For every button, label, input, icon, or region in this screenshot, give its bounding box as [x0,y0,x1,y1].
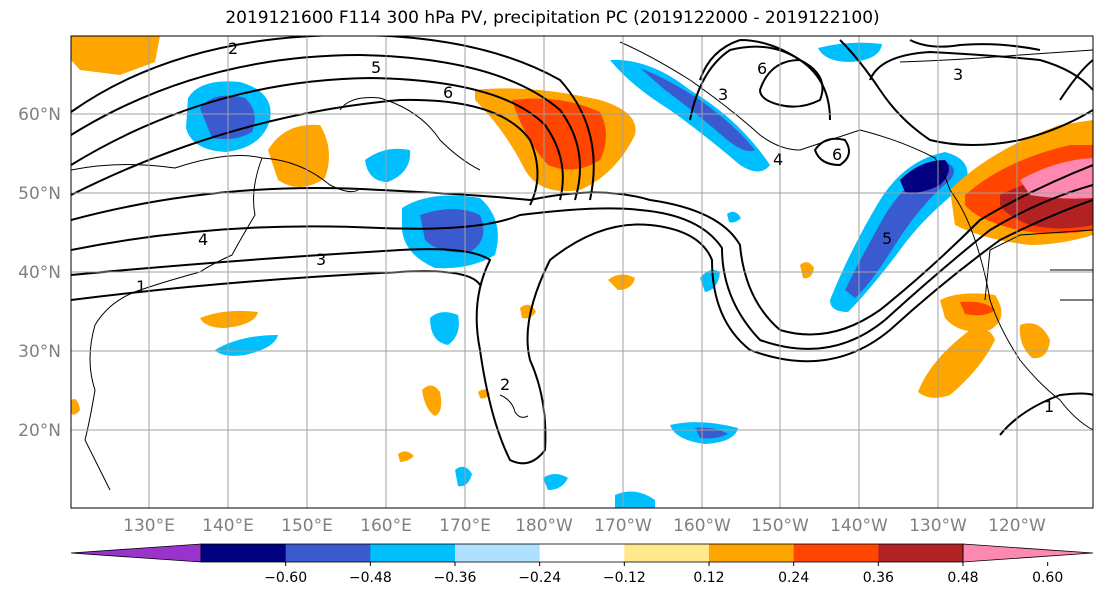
contour-label: 1 [1044,397,1054,416]
contour-label: 2 [228,39,238,58]
colorbar-segment [624,544,710,562]
contour-label: 6 [757,59,767,78]
contour-label: 1 [136,277,146,296]
lon-label: 180°W [515,516,573,536]
contour-label: 4 [773,150,783,169]
precip-shading [71,36,1093,508]
colorbar-tick-label: −0.36 [434,570,477,586]
contour-label: 3 [316,250,326,269]
lon-label: 140°W [830,516,888,536]
colorbar-tick-label: 0.48 [947,570,978,586]
colorbar-segment [878,544,964,562]
lon-label: 130°W [909,516,967,536]
contour-label: 6 [443,83,453,102]
colorbar-tick-label: 0.24 [778,570,809,586]
contour-label: 4 [198,230,208,249]
map-frame [70,35,1094,509]
colorbar-segment [285,544,371,562]
colorbar-tick-label: 0.12 [693,570,724,586]
contour-labels: 2 5 6 3 4 3 6 3 6 4 5 2 1 1 [136,39,1054,416]
lon-label: 150°E [281,516,333,536]
coastlines [71,41,1093,491]
lat-label: 60°N [18,105,61,125]
lon-label: 170°W [594,516,652,536]
colorbar-tick-label: −0.48 [349,570,392,586]
colorbar-tick-label: 0.60 [1032,570,1063,586]
lon-label: 140°E [202,516,254,536]
contour-label: 5 [371,58,381,77]
colorbar-extend-high [962,543,1094,563]
colorbar-segment [455,544,541,562]
graticule [71,36,1093,508]
lon-label: 160°W [673,516,731,536]
contour-label: 5 [882,229,892,248]
colorbar-tick-label: −0.24 [518,570,561,586]
lat-label: 50°N [18,184,61,204]
contour-label: 3 [718,85,728,104]
colorbar-extend-low [70,543,202,563]
lat-label: 40°N [18,263,61,283]
colorbar-segment [370,544,456,562]
lon-label: 120°W [988,516,1046,536]
colorbar-segment [793,544,879,562]
colorbar-segment [539,544,625,562]
colorbar: −0.60 −0.48 −0.36 −0.24 −0.12 0.12 0.24 0.36 0.4… [70,543,1094,586]
colorbar-segment [201,544,287,562]
contour-label: 2 [500,375,510,394]
colorbar-segment [709,544,795,562]
contour-label: 3 [953,65,963,84]
colorbar-tick-label: 0.36 [863,570,894,586]
lat-label: 20°N [18,421,61,441]
map-title: 2019121600 F114 300 hPa PV, precipitatio… [225,8,880,28]
lon-label: 130°E [123,516,175,536]
lon-label: 170°E [439,516,491,536]
contour-label: 6 [832,145,842,164]
colorbar-tick-label: −0.12 [603,570,646,586]
colorbar-tick-label: −0.60 [264,570,307,586]
colorbar-frame [200,543,964,563]
latitude-labels: 60°N 50°N 40°N 30°N 20°N [18,105,61,441]
lon-label: 160°E [360,516,412,536]
longitude-labels: 130°E 140°E 150°E 160°E 170°E 180°W 170°… [123,516,1046,536]
lon-label: 150°W [751,516,809,536]
lat-label: 30°N [18,342,61,362]
